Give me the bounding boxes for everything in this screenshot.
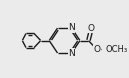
Text: O: O: [88, 24, 95, 33]
Text: OCH₃: OCH₃: [105, 45, 127, 54]
Text: O: O: [93, 45, 100, 54]
Text: N: N: [68, 23, 75, 32]
Text: N: N: [68, 49, 75, 58]
